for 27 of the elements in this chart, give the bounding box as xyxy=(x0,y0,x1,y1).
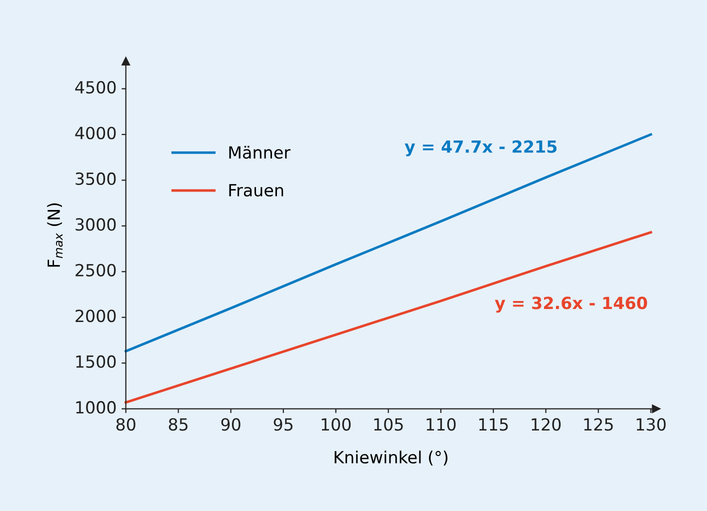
legend-label: Frauen xyxy=(229,184,284,197)
x-tick-label: 130 xyxy=(636,418,666,431)
x-tick-label: 90 xyxy=(221,418,240,431)
legend-label: Männer xyxy=(229,146,290,159)
line-series xyxy=(124,231,652,404)
x-tick-label: 115 xyxy=(479,418,508,431)
y-axis-title: F$_{max}$ (N) xyxy=(47,203,63,267)
annotation: y = 32.6x - 1460 xyxy=(494,296,648,313)
y-tick-label: 2500 xyxy=(76,264,116,276)
y-tick-label: 2000 xyxy=(76,310,116,322)
x-axis-title: Kniewinkel (°) xyxy=(334,450,448,466)
line-series xyxy=(124,133,652,352)
x-tick-label: 125 xyxy=(584,418,613,431)
y-tick-label: 1500 xyxy=(76,355,116,368)
x-tick-label: 120 xyxy=(532,418,561,431)
x-tick-label: 100 xyxy=(322,418,351,431)
y-tick-label: 3500 xyxy=(76,172,116,186)
x-tick-label: 85 xyxy=(168,418,188,431)
annotation: y = 47.7x - 2215 xyxy=(404,140,557,156)
y-tick-label: 1000 xyxy=(76,401,116,414)
y-tick-label: 4000 xyxy=(75,126,116,140)
x-tick-label: 105 xyxy=(374,418,403,431)
x-tick-label: 110 xyxy=(426,418,456,431)
x-tick-label: 80 xyxy=(116,418,136,431)
y-tick-label: 4500 xyxy=(75,80,116,94)
y-tick-label: 3000 xyxy=(76,218,116,231)
x-tick-label: 95 xyxy=(274,418,292,431)
